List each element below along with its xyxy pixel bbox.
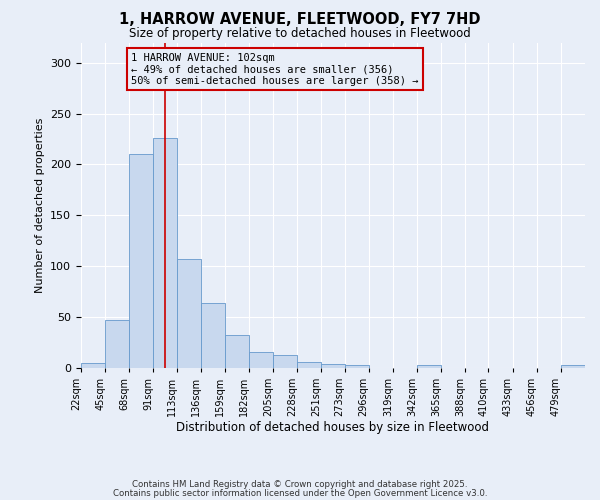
X-axis label: Distribution of detached houses by size in Fleetwood: Distribution of detached houses by size … <box>176 422 490 434</box>
Bar <box>81 364 105 368</box>
Bar <box>201 302 225 368</box>
Bar <box>322 364 344 368</box>
Bar <box>344 366 369 368</box>
Bar <box>273 356 297 368</box>
Bar <box>561 366 585 368</box>
Bar <box>225 335 249 368</box>
Bar <box>105 320 130 368</box>
Bar <box>130 154 154 368</box>
Bar <box>176 259 201 368</box>
Bar <box>249 352 273 368</box>
Text: 1 HARROW AVENUE: 102sqm
← 49% of detached houses are smaller (356)
50% of semi-d: 1 HARROW AVENUE: 102sqm ← 49% of detache… <box>131 52 419 86</box>
Text: 1, HARROW AVENUE, FLEETWOOD, FY7 7HD: 1, HARROW AVENUE, FLEETWOOD, FY7 7HD <box>119 12 481 28</box>
Text: Contains public sector information licensed under the Open Government Licence v3: Contains public sector information licen… <box>113 489 487 498</box>
Bar <box>298 362 322 368</box>
Text: Contains HM Land Registry data © Crown copyright and database right 2025.: Contains HM Land Registry data © Crown c… <box>132 480 468 489</box>
Y-axis label: Number of detached properties: Number of detached properties <box>35 118 44 292</box>
Text: Size of property relative to detached houses in Fleetwood: Size of property relative to detached ho… <box>129 28 471 40</box>
Bar <box>417 366 441 368</box>
Bar <box>154 138 176 368</box>
